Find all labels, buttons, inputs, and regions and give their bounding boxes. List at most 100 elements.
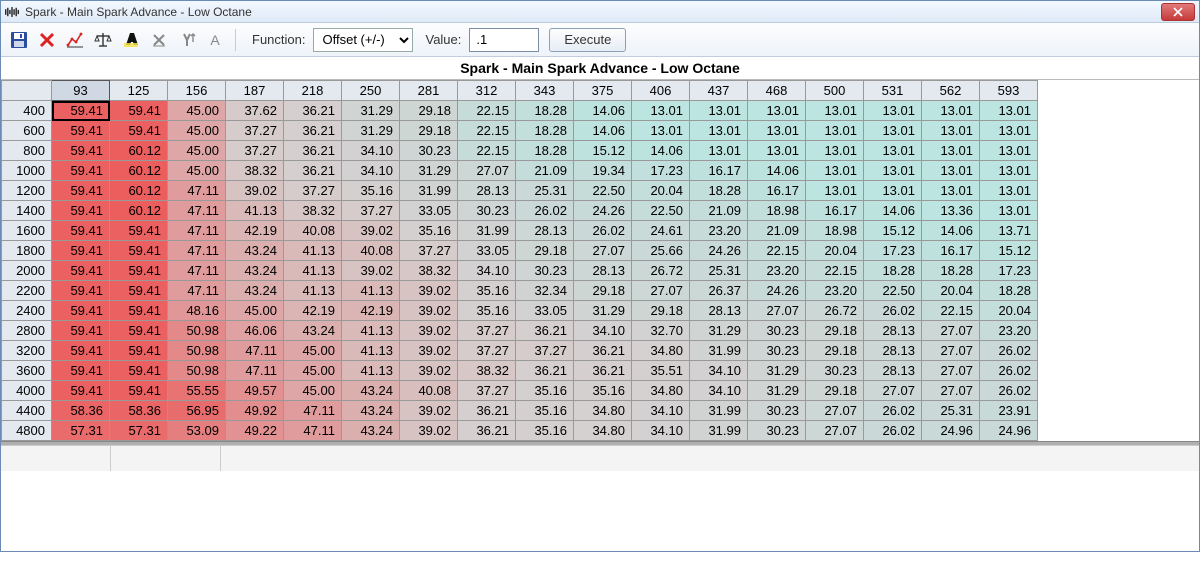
data-cell[interactable]: 59.41 [52,201,110,221]
data-cell[interactable]: 22.15 [458,101,516,121]
data-cell[interactable]: 27.07 [458,161,516,181]
data-cell[interactable]: 31.29 [690,321,748,341]
data-cell[interactable]: 28.13 [516,221,574,241]
data-cell[interactable]: 60.12 [110,141,168,161]
data-cell[interactable]: 41.13 [226,201,284,221]
data-cell[interactable]: 28.13 [864,361,922,381]
data-cell[interactable]: 59.41 [52,321,110,341]
data-cell[interactable]: 37.27 [458,381,516,401]
data-cell[interactable]: 25.31 [690,261,748,281]
data-cell[interactable]: 23.91 [980,401,1038,421]
data-cell[interactable]: 34.10 [342,141,400,161]
data-cell[interactable]: 13.01 [748,141,806,161]
data-cell[interactable]: 34.10 [458,261,516,281]
data-cell[interactable]: 21.09 [748,221,806,241]
data-cell[interactable]: 13.01 [690,101,748,121]
data-cell[interactable]: 36.21 [284,101,342,121]
data-cell[interactable]: 36.21 [516,321,574,341]
data-cell[interactable]: 13.01 [980,141,1038,161]
data-cell[interactable]: 29.18 [806,321,864,341]
data-cell[interactable]: 59.41 [52,161,110,181]
data-cell[interactable]: 36.21 [284,161,342,181]
data-cell[interactable]: 13.01 [748,121,806,141]
data-cell[interactable]: 59.41 [52,101,110,121]
data-cell[interactable]: 27.07 [806,421,864,441]
data-cell[interactable]: 19.34 [574,161,632,181]
data-cell[interactable]: 23.20 [806,281,864,301]
data-cell[interactable]: 59.41 [110,321,168,341]
data-cell[interactable]: 28.13 [574,261,632,281]
data-cell[interactable]: 18.28 [516,101,574,121]
data-cell[interactable]: 16.17 [748,181,806,201]
data-cell[interactable]: 13.01 [690,141,748,161]
data-cell[interactable]: 34.10 [632,421,690,441]
data-cell[interactable]: 13.01 [864,161,922,181]
data-cell[interactable]: 31.29 [342,101,400,121]
data-cell[interactable]: 15.12 [980,241,1038,261]
column-header[interactable]: 375 [574,81,632,101]
data-cell[interactable]: 26.02 [864,401,922,421]
data-cell[interactable]: 13.01 [806,181,864,201]
data-cell[interactable]: 43.24 [226,241,284,261]
data-cell[interactable]: 31.99 [458,221,516,241]
data-cell[interactable]: 18.28 [516,141,574,161]
data-cell[interactable]: 32.70 [632,321,690,341]
data-cell[interactable]: 47.11 [168,261,226,281]
data-cell[interactable]: 38.32 [458,361,516,381]
data-cell[interactable]: 33.05 [400,201,458,221]
data-cell[interactable]: 31.29 [342,121,400,141]
data-cell[interactable]: 41.13 [284,261,342,281]
data-cell[interactable]: 30.23 [748,341,806,361]
column-header[interactable]: 562 [922,81,980,101]
data-cell[interactable]: 35.16 [516,381,574,401]
data-cell[interactable]: 38.32 [284,201,342,221]
data-cell[interactable]: 34.80 [632,381,690,401]
data-cell[interactable]: 59.41 [52,241,110,261]
data-cell[interactable]: 59.41 [52,221,110,241]
graph-button[interactable] [63,28,87,52]
data-cell[interactable]: 60.12 [110,161,168,181]
data-cell[interactable]: 14.06 [748,161,806,181]
data-cell[interactable]: 41.13 [342,361,400,381]
data-cell[interactable]: 43.24 [342,421,400,441]
data-cell[interactable]: 14.06 [864,201,922,221]
data-cell[interactable]: 42.19 [226,221,284,241]
data-cell[interactable]: 15.12 [864,221,922,241]
data-cell[interactable]: 26.02 [574,221,632,241]
tool-a-button[interactable]: A [203,28,227,52]
data-cell[interactable]: 59.41 [110,341,168,361]
data-cell[interactable]: 59.41 [110,301,168,321]
data-cell[interactable]: 39.02 [400,421,458,441]
data-cell[interactable]: 13.01 [922,181,980,201]
data-cell[interactable]: 48.16 [168,301,226,321]
data-cell[interactable]: 37.27 [458,321,516,341]
data-cell[interactable]: 47.11 [284,401,342,421]
data-cell[interactable]: 42.19 [284,301,342,321]
data-cell[interactable]: 13.01 [922,141,980,161]
data-cell[interactable]: 26.02 [864,421,922,441]
data-cell[interactable]: 35.16 [342,181,400,201]
data-cell[interactable]: 60.12 [110,181,168,201]
data-cell[interactable]: 55.55 [168,381,226,401]
data-cell[interactable]: 13.71 [980,221,1038,241]
data-cell[interactable]: 30.23 [748,321,806,341]
data-cell[interactable]: 46.06 [226,321,284,341]
data-cell[interactable]: 35.16 [400,221,458,241]
data-cell[interactable]: 50.98 [168,321,226,341]
data-cell[interactable]: 13.01 [980,181,1038,201]
data-cell[interactable]: 43.24 [226,261,284,281]
data-cell[interactable]: 29.18 [400,101,458,121]
data-cell[interactable]: 39.02 [400,341,458,361]
data-cell[interactable]: 31.29 [400,161,458,181]
data-cell[interactable]: 20.04 [922,281,980,301]
row-header[interactable]: 400 [2,101,52,121]
data-cell[interactable]: 37.27 [516,341,574,361]
data-cell[interactable]: 22.50 [632,201,690,221]
data-cell[interactable]: 49.57 [226,381,284,401]
data-cell[interactable]: 41.13 [284,281,342,301]
data-cell[interactable]: 30.23 [400,141,458,161]
data-cell[interactable]: 18.98 [806,221,864,241]
data-cell[interactable]: 26.02 [980,361,1038,381]
data-cell[interactable]: 27.07 [922,381,980,401]
data-cell[interactable]: 36.21 [284,141,342,161]
